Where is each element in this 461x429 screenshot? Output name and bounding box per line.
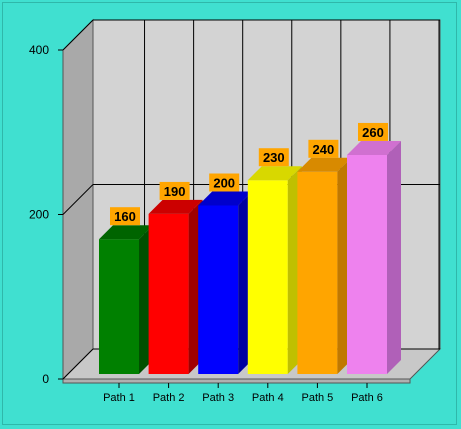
data-label: 160 [114,209,136,224]
gridline-side [62,184,94,215]
y-tick-label: 400 [29,43,49,57]
y-axis: 0 200 400 [29,43,63,386]
data-label-box [308,139,339,158]
data-label: 190 [164,184,186,199]
bar-front [148,213,189,374]
data-label-box [258,148,289,167]
y-tick-label: 200 [29,208,49,222]
bar-front [99,239,139,374]
data-label: 200 [213,176,235,191]
data-label: 240 [313,142,335,157]
plot-floor-edge [62,378,411,384]
data-label-box [110,207,140,226]
bar-top [198,191,253,206]
data-label-box [209,173,240,192]
gridline-side [62,19,94,51]
data-label-box [159,181,190,200]
x-tick-label: Path 1 [103,392,135,404]
x-tick-label: Path 2 [153,392,185,404]
x-tick-label: Path 4 [252,392,284,404]
bar: 260 Path 6 [347,122,401,404]
bar-front [347,154,387,374]
bar-top [347,140,401,155]
bar-top [297,157,352,172]
bar: 240 Path 5 [297,139,352,404]
y-tick-label: 0 [42,372,49,386]
data-label: 230 [263,150,285,165]
bar-top [247,166,302,181]
x-tick-label: Path 5 [301,392,333,404]
bar-side [387,140,401,374]
chart-frame [2,2,457,425]
data-label: 260 [362,125,384,140]
bar: 230 Path 4 [247,148,302,404]
bar-top [99,225,153,240]
gridline-side [62,348,94,380]
bars: 160 Path 1 190 Path 2 200 Path 3 230 Path 4 240 P… [99,122,401,404]
bar-top [148,199,203,214]
x-tick-label: Path 3 [202,392,234,404]
bar-front [247,180,288,374]
bar-front [297,171,338,374]
x-tick-label: Path 6 [351,392,383,404]
data-label-box [358,122,388,141]
bar-front [198,205,239,374]
